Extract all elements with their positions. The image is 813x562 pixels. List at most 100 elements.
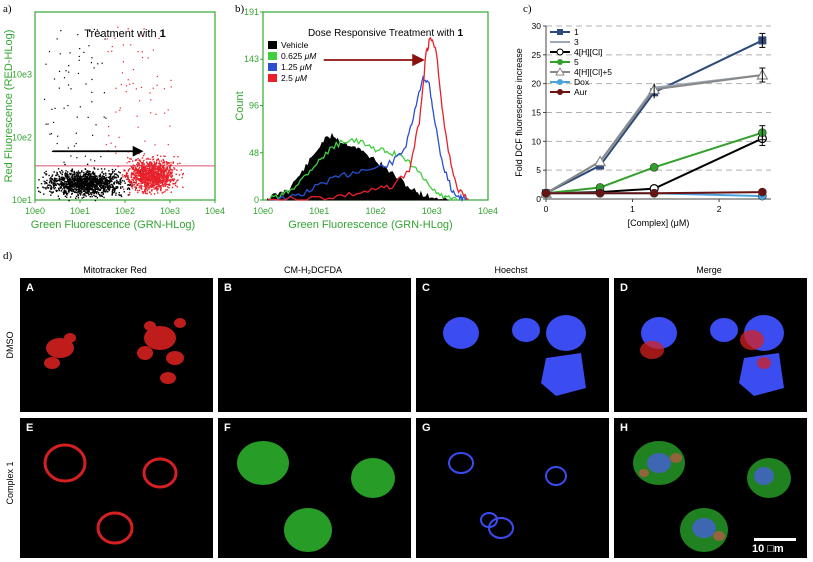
scatter-point (66, 178, 69, 180)
scatter-point (158, 179, 160, 181)
scatter-point (164, 184, 167, 186)
scatter-point (111, 178, 113, 180)
scatter-point (100, 182, 102, 184)
scatter-point (55, 189, 57, 192)
scatter-point (58, 184, 60, 186)
scatter-point (157, 167, 160, 170)
scatter-point (159, 174, 161, 176)
scatter-point (98, 178, 101, 180)
scatter-point (146, 167, 149, 170)
scatter-point (97, 187, 99, 189)
scatter-point (157, 180, 160, 182)
scatter-point (149, 177, 151, 179)
x-tick-label: 10e3 (422, 206, 442, 216)
scatter-point (115, 192, 117, 194)
scatter-point (158, 182, 160, 185)
scatter-point (143, 172, 145, 175)
scatter-point (146, 192, 148, 195)
scatter-point (86, 191, 88, 193)
y-tick-label: 10e3 (12, 70, 32, 80)
scatter-point (83, 177, 86, 179)
scatter-point (157, 165, 159, 167)
panel-a-label: a) (3, 3, 12, 15)
scatter-point (71, 171, 73, 173)
scatter-point (92, 173, 95, 176)
scatter-point (143, 28, 145, 30)
scatter-point (83, 186, 85, 188)
scatter-point (108, 170, 110, 172)
scatter-point (108, 179, 111, 182)
scatter-point (167, 143, 169, 146)
scatter-point (135, 168, 138, 170)
scatter-point (108, 188, 110, 191)
scatter-point (147, 178, 150, 180)
scatter-point (141, 164, 143, 166)
scatter-point (78, 182, 80, 185)
scatter-point (72, 184, 74, 186)
scatter-point (150, 169, 152, 172)
micrograph-letter-h: H (620, 422, 628, 434)
scatter-point (65, 184, 67, 187)
scatter-point (76, 184, 78, 186)
scatter-point (174, 182, 176, 185)
scatter-point (78, 179, 80, 181)
scatter-point (81, 197, 83, 199)
scatter-point (71, 192, 74, 195)
scatter-point (67, 84, 70, 86)
scatter-point (160, 187, 162, 189)
scatter-point (67, 187, 69, 189)
scatter-point (149, 191, 151, 194)
scatter-point (87, 190, 89, 192)
scatter-point (114, 146, 117, 148)
scatter-point (72, 183, 74, 185)
scatter-point (113, 183, 115, 185)
scatter-point (114, 176, 116, 179)
scatter-point (154, 177, 156, 179)
scatter-point (91, 184, 94, 187)
scatter-point (50, 133, 53, 135)
scatter-point (104, 185, 106, 187)
scatter-point (152, 180, 154, 182)
scatter-point (85, 180, 88, 182)
scatter-point (66, 175, 69, 177)
scatter-point (86, 186, 88, 189)
scatter-point (155, 165, 158, 168)
scatter-point (151, 162, 153, 165)
scatter-point (85, 181, 88, 184)
scatter-point (71, 175, 73, 177)
scatter-point (87, 179, 89, 181)
scatter-point (152, 175, 154, 178)
scatter-point (158, 160, 161, 162)
scatter-point (145, 179, 147, 182)
scatter-point (102, 186, 105, 188)
scatter-point (160, 160, 163, 162)
scatter-point (84, 155, 86, 157)
scatter-point (133, 168, 135, 170)
scatter-point (154, 181, 156, 183)
scatter-point (172, 161, 174, 163)
legend-label-3: 5 (574, 57, 579, 67)
scatter-point (63, 107, 65, 109)
scatter-point (52, 121, 55, 124)
data-point (595, 188, 605, 198)
scatter-point (175, 181, 177, 184)
scatter-point (86, 178, 88, 180)
scatter-point (88, 45, 90, 47)
scatter-point (83, 178, 86, 180)
scatter-point (168, 183, 171, 185)
scatter-point (94, 195, 96, 198)
scatter-point (165, 174, 168, 177)
scatter-point (83, 51, 85, 54)
scatter-point (142, 163, 145, 165)
scatter-point (146, 171, 149, 174)
scatter-point (146, 176, 149, 179)
scatter-point (114, 168, 117, 171)
scatter-point (45, 174, 47, 176)
x-axis-label: [Complex] (μM) (628, 218, 690, 228)
scatter-point (56, 142, 58, 145)
scatter-point (166, 168, 169, 170)
scatter-point (88, 193, 91, 195)
scatter-point (162, 176, 165, 178)
scatter-point (82, 185, 85, 188)
scatter-point (104, 181, 106, 183)
